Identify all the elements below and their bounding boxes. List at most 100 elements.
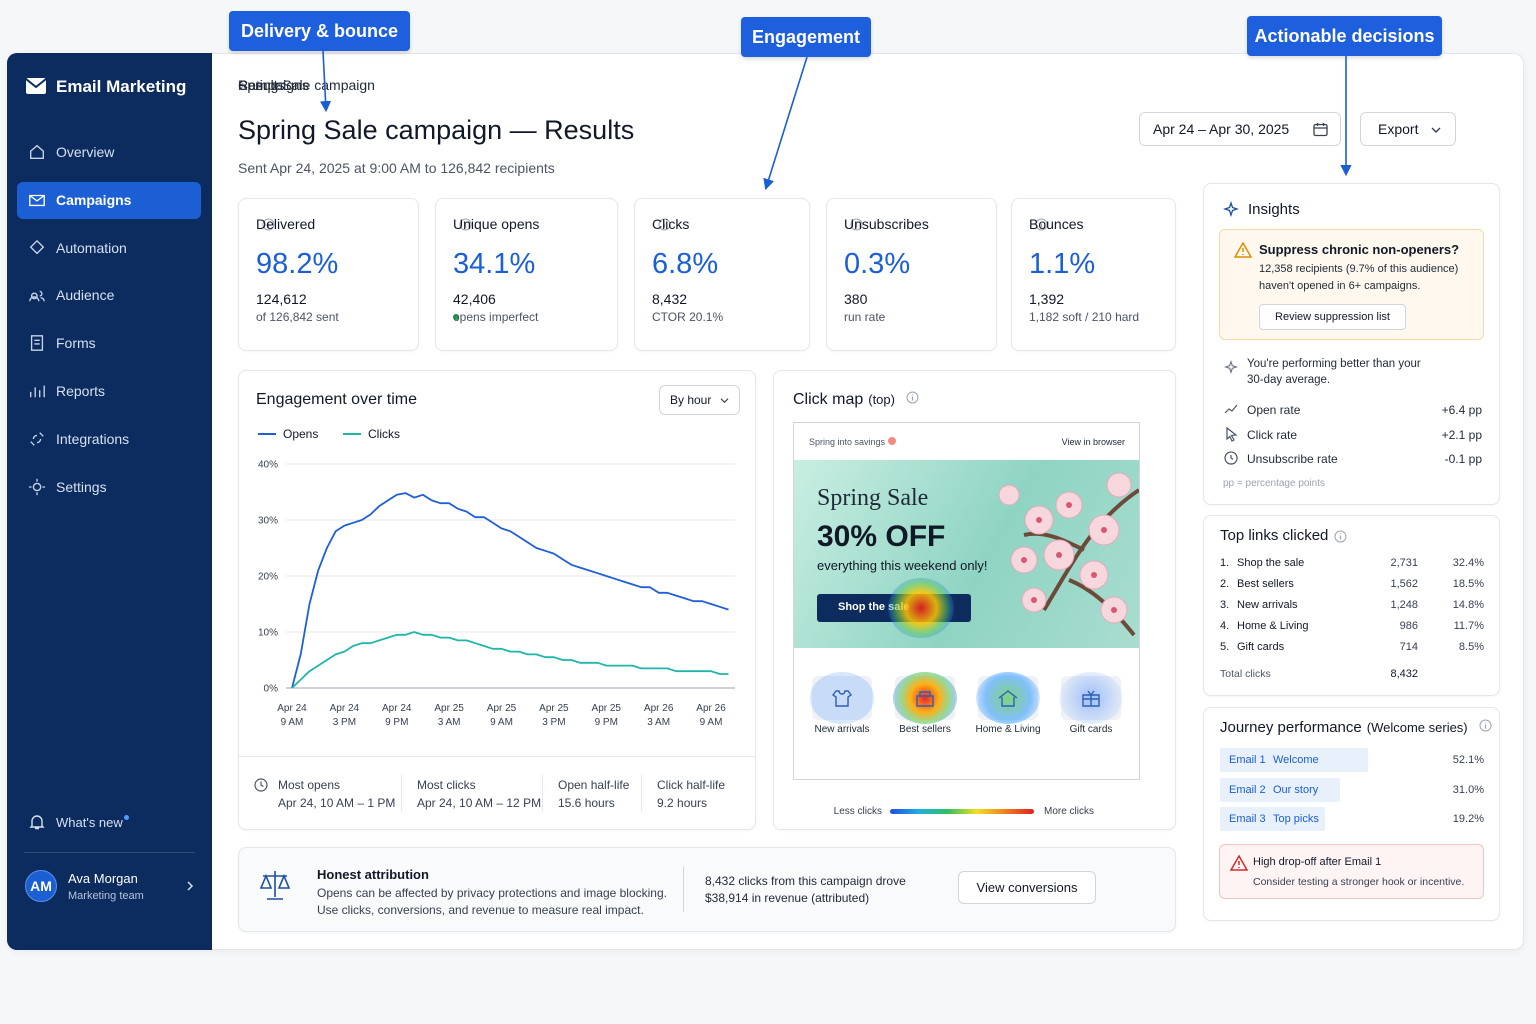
preheader: Spring into savings — [809, 437, 886, 447]
info-icon[interactable] — [1479, 719, 1492, 732]
kpi-value: 1.1% — [1029, 248, 1096, 280]
link-share: 8.5% — [1458, 641, 1484, 653]
date-range[interactable]: Apr 24 – Apr 30, 2025 — [1139, 112, 1341, 146]
breadcrumb-item[interactable]: Campaigns — [238, 76, 309, 93]
sparkle-icon — [1223, 201, 1239, 217]
kpi-count: 124,612 — [256, 291, 307, 307]
kpi-count: 1,392 — [1029, 291, 1065, 307]
insights-title: Insights — [1248, 201, 1300, 218]
nav-item[interactable]: Settings — [56, 478, 107, 495]
journey-email[interactable]: Email 3 — [1229, 813, 1266, 825]
view-conversions[interactable]: View conversions — [958, 871, 1096, 904]
metric-icon — [1224, 404, 1238, 414]
product-label[interactable]: Gift cards — [1069, 724, 1113, 735]
nav-item[interactable]: Forms — [56, 335, 96, 352]
circle — [998, 484, 1020, 506]
journey-email[interactable]: Email 1 — [1229, 754, 1266, 766]
link-clicks: 2,731 — [1390, 557, 1418, 569]
annotation: Delivery & bounce — [229, 11, 410, 51]
journey-name: Welcome — [1273, 754, 1319, 766]
icon-shape — [29, 291, 45, 302]
x-tick-label: Apr 25 3 AM — [434, 703, 464, 728]
nav-item[interactable]: Campaigns — [56, 191, 132, 208]
granularity-toggle[interactable]: By hour — [659, 385, 740, 415]
journey-email[interactable]: Email 2 — [1229, 783, 1266, 796]
journey-bar — [1220, 777, 1341, 802]
stat-label: Open half-life — [558, 778, 630, 792]
info-icon[interactable] — [1035, 218, 1048, 231]
top-links-card — [1203, 515, 1500, 696]
info-icon[interactable] — [658, 218, 671, 231]
whats-new[interactable]: What's new — [56, 815, 123, 830]
breadcrumb-item[interactable]: Results — [238, 76, 285, 93]
link-name[interactable]: New arrivals — [1237, 599, 1298, 611]
info-icon[interactable] — [1334, 530, 1347, 543]
product-label[interactable]: Best sellers — [899, 724, 951, 735]
link-rank: 4. — [1220, 620, 1230, 632]
info-icon[interactable] — [459, 218, 472, 231]
annotation: Actionable decisions — [1247, 16, 1442, 56]
path — [25, 78, 47, 89]
journey-alert — [1219, 844, 1484, 899]
view-in-browser[interactable]: View in browser — [1061, 437, 1125, 447]
stat-value: 9.2 hours — [657, 796, 708, 810]
link-clicks: 986 — [1399, 620, 1418, 632]
x-tick-label: Apr 25 3 PM — [539, 703, 569, 728]
x-tick-label: Apr 24 9 AM — [277, 703, 307, 728]
y-tick-label: 0% — [264, 684, 279, 695]
nav-item[interactable]: Automation — [56, 239, 127, 256]
link-name[interactable]: Gift cards — [1237, 641, 1285, 653]
chevron[interactable] — [185, 880, 195, 892]
review-suppression[interactable]: Review suppression list — [1259, 304, 1406, 330]
path — [1230, 855, 1248, 871]
info-icon[interactable] — [906, 391, 919, 404]
link-name[interactable]: Shop the sale — [1237, 557, 1305, 569]
link-share: 11.7% — [1453, 620, 1484, 632]
nav-item[interactable]: Audience — [56, 287, 115, 304]
info-icon[interactable] — [850, 218, 863, 231]
kpi-value: 98.2% — [256, 248, 339, 280]
export-button[interactable]: Export — [1360, 112, 1456, 146]
icon-shape — [30, 335, 44, 352]
y-tick-label: 30% — [258, 516, 278, 527]
hero-headline: Spring Sale — [817, 485, 929, 511]
journey-heading: Journey performance (Welcome series) — [1220, 719, 1492, 737]
icon-shape — [29, 194, 45, 206]
nav-item[interactable]: Integrations — [56, 430, 130, 447]
avatar[interactable]: AM — [25, 870, 57, 902]
divider — [239, 756, 755, 757]
breadcrumb-item[interactable]: Spring Sale campaign — [238, 76, 375, 93]
engagement-card — [238, 370, 756, 830]
kpi-note-text: 1,182 soft / 210 hard — [1029, 309, 1140, 324]
path — [187, 881, 194, 891]
info-icon[interactable] — [262, 218, 275, 231]
stat-value: Apr 24, 10 AM – 1 PM — [278, 796, 396, 810]
card-qualifier: (top) — [868, 392, 895, 407]
card-title: Engagement over time — [256, 391, 417, 408]
divider — [683, 866, 684, 912]
x-tick-label: Apr 24 3 PM — [329, 703, 360, 728]
nav-item[interactable]: Reports — [56, 383, 106, 399]
metric-value: -0.1 pp — [1444, 452, 1482, 466]
nav-item[interactable]: Overview — [56, 144, 115, 160]
divider — [24, 852, 195, 853]
link-share: 14.8% — [1452, 599, 1484, 611]
link-name[interactable]: Best sellers — [1237, 578, 1294, 590]
journey-rate: 19.2% — [1452, 813, 1484, 825]
metric-value: +6.4 pp — [1441, 403, 1482, 417]
circle — [1106, 472, 1132, 498]
nav-icon — [29, 239, 45, 254]
perf-footnote: pp = percentage points — [1223, 478, 1326, 489]
circle — [850, 218, 863, 231]
circle — [459, 218, 472, 231]
product-label[interactable]: New arrivals — [814, 724, 870, 735]
calendar-icon — [1313, 123, 1328, 137]
metric-label: Unsubscribe rate — [1247, 452, 1338, 466]
x-tick-label: Apr 26 9 AM — [696, 703, 726, 728]
product-label[interactable]: Home & Living — [975, 724, 1041, 735]
link-name[interactable]: Home & Living — [1237, 620, 1309, 632]
clock-icon — [254, 778, 268, 792]
kpi-note-text: CTOR 20.1% — [652, 309, 724, 324]
icon-shape — [916, 691, 934, 707]
nav-icon — [30, 144, 44, 159]
